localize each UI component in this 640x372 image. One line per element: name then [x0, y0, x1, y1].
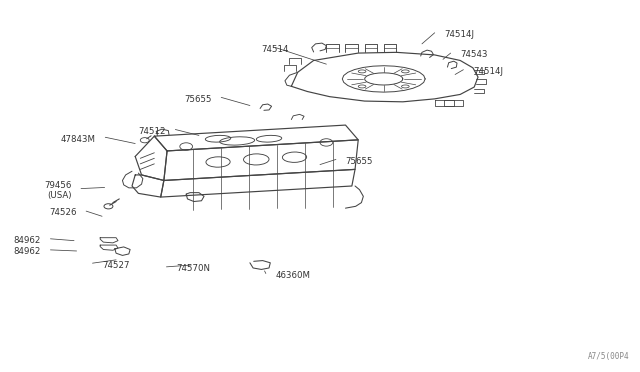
Text: 46360M: 46360M	[275, 271, 310, 280]
Text: 74527: 74527	[102, 260, 129, 269]
Text: 74514: 74514	[262, 45, 289, 54]
Text: 74512: 74512	[138, 127, 166, 136]
Text: A7/5(00P4: A7/5(00P4	[588, 352, 629, 361]
Text: 74514J: 74514J	[473, 67, 503, 76]
Text: 47843M: 47843M	[61, 135, 96, 144]
Text: 74543: 74543	[460, 51, 488, 60]
Text: 74514J: 74514J	[444, 30, 474, 39]
Text: 74526: 74526	[49, 208, 77, 218]
Text: 75655: 75655	[184, 95, 212, 104]
Text: 74570N: 74570N	[176, 264, 210, 273]
Text: 79456
(USA): 79456 (USA)	[44, 181, 72, 200]
Text: 84962: 84962	[13, 236, 41, 245]
Text: 75655: 75655	[346, 157, 373, 166]
Text: 84962: 84962	[13, 247, 41, 256]
